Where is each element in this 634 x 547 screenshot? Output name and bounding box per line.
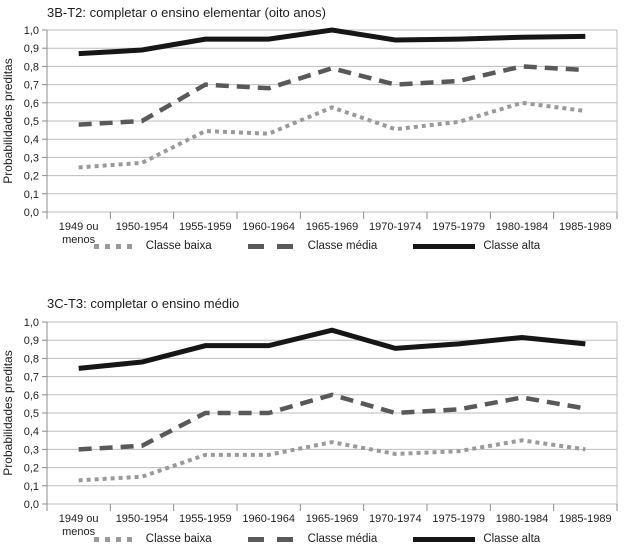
- svg-text:0,7: 0,7: [24, 80, 39, 92]
- svg-text:menos: menos: [62, 526, 96, 538]
- chart1-title: 3B-T2: completar o ensino elementar (oit…: [47, 5, 326, 20]
- solid-line-icon: [413, 243, 476, 250]
- svg-text:0,2: 0,2: [24, 463, 39, 475]
- svg-text:0,5: 0,5: [24, 116, 39, 128]
- svg-text:Probabilidades preditas: Probabilidades preditas: [1, 350, 15, 475]
- svg-text:0,7: 0,7: [24, 372, 39, 384]
- svg-text:1975-1979: 1975-1979: [432, 221, 485, 233]
- solid-line-icon: [413, 536, 476, 543]
- legend-label-classe-media: Classe média: [307, 240, 378, 252]
- svg-text:1980-1984: 1980-1984: [496, 513, 549, 525]
- svg-text:0,4: 0,4: [24, 426, 39, 438]
- legend-label-classe-alta: Classe alta: [483, 533, 541, 545]
- svg-text:1985-1989: 1985-1989: [559, 221, 612, 233]
- svg-text:1970-1974: 1970-1974: [369, 513, 422, 525]
- dotted-line-icon: [93, 536, 138, 543]
- svg-text:0,3: 0,3: [24, 152, 39, 164]
- dashed-line-icon: [247, 536, 300, 543]
- svg-text:1950-1954: 1950-1954: [116, 221, 169, 233]
- svg-text:1950-1954: 1950-1954: [116, 513, 169, 525]
- dashed-line-icon: [247, 243, 300, 250]
- svg-text:1949 ou: 1949 ou: [59, 513, 99, 525]
- legend-item-classe-baixa: Classe baixa: [93, 533, 212, 545]
- svg-text:0,1: 0,1: [24, 189, 39, 201]
- svg-text:1960-1964: 1960-1964: [242, 513, 295, 525]
- svg-text:0,5: 0,5: [24, 408, 39, 420]
- legend-item-classe-alta: Classe alta: [413, 240, 540, 252]
- svg-text:0,8: 0,8: [24, 61, 39, 73]
- chart2-legend: Classe baixa Classe média Classe alta: [0, 531, 634, 547]
- legend-label-classe-baixa: Classe baixa: [145, 533, 212, 545]
- svg-text:1980-1984: 1980-1984: [496, 221, 549, 233]
- legend-label-classe-media: Classe média: [307, 533, 378, 545]
- svg-text:1960-1964: 1960-1964: [242, 221, 295, 233]
- svg-text:1985-1989: 1985-1989: [559, 513, 612, 525]
- svg-text:0,3: 0,3: [24, 444, 39, 456]
- svg-text:0,2: 0,2: [24, 171, 39, 183]
- dotted-line-icon: [93, 243, 138, 250]
- svg-text:0,9: 0,9: [24, 43, 39, 55]
- chart1-plot: 0,0 0,1 0,2 0,3 0,4 0,5 0,6 0,7 0,8 0,9 1,0 1949 ou…: [1, 25, 618, 246]
- legend-label-classe-alta: Classe alta: [483, 240, 541, 252]
- svg-text:1970-1974: 1970-1974: [369, 221, 422, 233]
- svg-text:1965-1969: 1965-1969: [306, 513, 359, 525]
- svg-text:1,0: 1,0: [24, 317, 39, 329]
- svg-text:1,0: 1,0: [24, 25, 39, 37]
- svg-text:0,6: 0,6: [24, 98, 39, 110]
- svg-text:0,8: 0,8: [24, 353, 39, 365]
- svg-text:0,0: 0,0: [24, 499, 39, 511]
- legend-label-classe-baixa: Classe baixa: [145, 240, 212, 252]
- chart2-title: 3C-T3: completar o ensino médio: [47, 296, 240, 311]
- legend-item-classe-media: Classe média: [247, 533, 378, 545]
- svg-text:0,6: 0,6: [24, 390, 39, 402]
- svg-text:1955-1959: 1955-1959: [179, 513, 232, 525]
- svg-text:1965-1969: 1965-1969: [306, 221, 359, 233]
- legend-item-classe-media: Classe média: [247, 240, 378, 252]
- svg-text:0,1: 0,1: [24, 481, 39, 493]
- legend-item-classe-alta: Classe alta: [413, 533, 540, 545]
- svg-text:0,9: 0,9: [24, 335, 39, 347]
- svg-text:1949 ou: 1949 ou: [59, 221, 99, 233]
- legend-item-classe-baixa: Classe baixa: [93, 240, 212, 252]
- svg-text:1975-1979: 1975-1979: [432, 513, 485, 525]
- svg-text:1955-1959: 1955-1959: [179, 221, 232, 233]
- svg-text:Probabilidades preditas: Probabilidades preditas: [1, 58, 15, 183]
- chart2-plot: 0,0 0,1 0,2 0,3 0,4 0,5 0,6 0,7 0,8 0,9 1,0 1949 ou…: [1, 317, 618, 538]
- svg-text:menos: menos: [62, 234, 96, 246]
- svg-text:0,4: 0,4: [24, 134, 39, 146]
- chart1-legend: Classe baixa Classe média Classe alta: [0, 238, 634, 254]
- svg-text:0,0: 0,0: [24, 207, 39, 219]
